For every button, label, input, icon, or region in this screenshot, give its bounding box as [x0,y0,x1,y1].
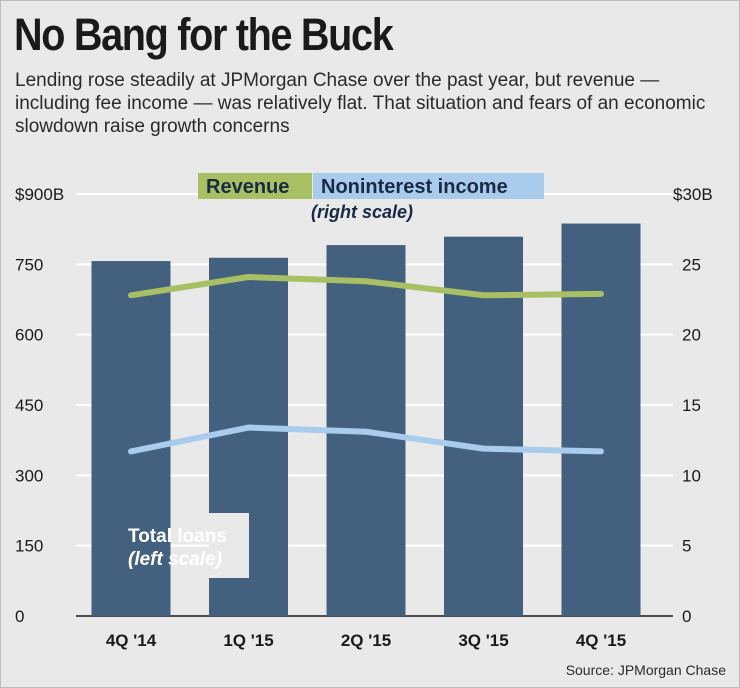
legend-noninterest-label: Noninterest income [321,176,508,198]
bar-total-loans-1 [91,261,171,616]
right-axis: 0 5 10 15 20 25 [682,255,701,626]
left-tick-label: 300 [15,466,43,485]
legend: Revenue Noninterest income (right scale) [198,173,544,222]
series-lines [128,273,604,455]
bar-total-loans-4 [444,236,523,616]
left-tick-label: 750 [15,255,43,274]
bar-label-background [209,513,249,578]
right-tick-label: 0 [682,607,691,626]
right-tick-label: 10 [682,466,701,485]
x-tick-label: 4Q '14 [106,631,157,650]
x-tick-label: 3Q '15 [458,631,508,650]
left-axis-top-label: $900B [15,185,64,204]
left-tick-label: 450 [15,396,43,415]
legend-revenue-swatch [198,173,312,199]
bar-total-loans-5 [561,223,641,617]
x-tick-label: 2Q '15 [341,631,391,650]
left-tick-label: 0 [15,607,24,626]
legend-noninterest-swatch [313,173,544,199]
source-note: Source: JPMorgan Chase [566,662,727,678]
right-tick-label: 25 [682,255,701,274]
left-tick-label: 600 [15,326,43,345]
legend-revenue-label: Revenue [206,176,289,198]
bar-label-left-scale: (left scale) [128,549,222,570]
x-tick-label: 4Q '15 [576,631,626,650]
left-axis: 0 150 300 450 600 750 [15,255,43,626]
left-tick-label: 150 [15,537,43,556]
loan-bars [91,223,641,617]
right-tick-label: 20 [682,326,701,345]
legend-right-scale-note: (right scale) [311,202,413,222]
x-axis-categories: 4Q '14 1Q '15 2Q '15 3Q '15 4Q '15 [106,631,626,650]
right-tick-label: 15 [682,396,701,415]
chart-title: No Bang for the Buck [14,9,394,60]
chart-subtitle: Lending rose steadily at JPMorgan Chase … [15,70,706,137]
bar-label-total-loans: Total loans [128,526,227,547]
x-tick-label: 1Q '15 [223,631,273,650]
right-tick-label: 5 [682,537,691,556]
right-axis-top-label: $30B [673,185,713,204]
